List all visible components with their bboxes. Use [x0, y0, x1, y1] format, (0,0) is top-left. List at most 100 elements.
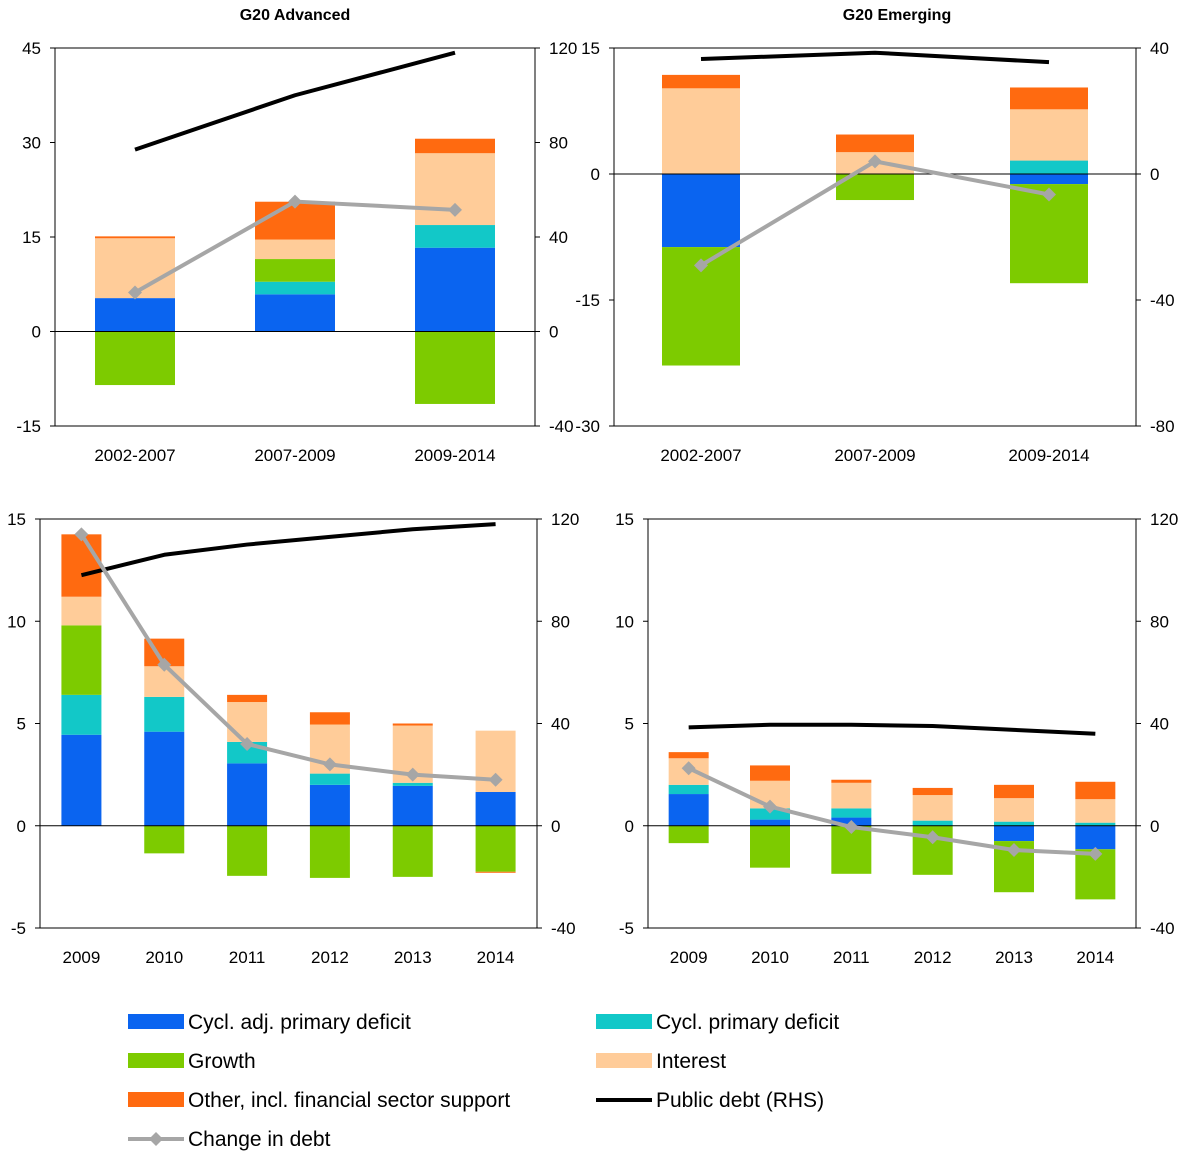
bar-segment-cycl_adj_primary_deficit	[668, 794, 709, 826]
bar-segment-growth	[95, 331, 175, 386]
x-tick-label: 2012	[914, 948, 952, 967]
legend-item-interest: Interest	[596, 1050, 726, 1073]
bar-segment-other	[668, 752, 709, 759]
bar-segment-cycl_primary_deficit	[255, 281, 335, 295]
legend-label: Public debt (RHS)	[656, 1089, 824, 1112]
chart-panel-4: -5 0 5 10 15 -40 0 40 80 120 2009 2010 2011 2012 2013 2…	[615, 510, 1178, 967]
bar-segment-interest	[227, 702, 268, 742]
bar-segment-interest	[994, 798, 1034, 822]
chart-panel-3: -5 0 5 10 15 -40 0 40 80 120 2009 2010 2011 2012 2013 2…	[7, 510, 579, 967]
bar-segment-other	[994, 784, 1034, 799]
change-in-debt-marker	[694, 258, 708, 273]
x-tick-label: 2012	[311, 948, 349, 967]
bar-segment-other	[309, 712, 350, 725]
bar-segment-cycl_adj_primary_deficit	[415, 247, 495, 332]
bar-segment-other	[1010, 87, 1088, 110]
bar-segment-cycl_primary_deficit	[1010, 160, 1088, 174]
change-in-debt-marker	[1042, 187, 1056, 202]
bar-segment-cycl_primary_deficit	[912, 820, 953, 826]
bar-segment-cycl_adj_primary_deficit	[1075, 825, 1116, 850]
bar-segment-cycl_primary_deficit	[415, 225, 495, 248]
line-public_debt	[700, 50, 1050, 65]
bar-segment-cycl_primary_deficit	[309, 773, 350, 785]
bar-segment-cycl_primary_deficit	[668, 784, 709, 795]
change-in-debt-marker	[488, 772, 503, 787]
x-tick-label: 2009	[63, 948, 101, 967]
y2-tick-label: 80	[549, 134, 568, 153]
change-in-debt-marker	[844, 820, 859, 835]
change-in-debt-marker	[240, 736, 255, 751]
change-in-debt-marker	[288, 194, 302, 209]
x-tick-label: 2009-2014	[414, 446, 495, 465]
bar-segment-cycl_primary_deficit	[61, 694, 102, 735]
bar-segment-growth	[415, 331, 495, 404]
x-tick-label: 2009	[670, 948, 708, 967]
legend-marker	[149, 1132, 163, 1146]
x-tick-label: 2014	[1076, 948, 1114, 967]
y-tick-label: 30	[22, 134, 41, 153]
bar-segment-interest	[255, 239, 335, 260]
bar-segment-interest	[831, 782, 872, 809]
legend-label: Change in debt	[188, 1128, 331, 1151]
chart-panel-2: G20 Emerging -30 -15 0 15 -80 -40 0 40 2002-2007 2…	[575, 7, 1174, 465]
plot-frame	[613, 47, 1137, 427]
x-tick-label: 2013	[394, 948, 432, 967]
y2-tick-label: 40	[549, 228, 568, 247]
change-in-debt-marker	[128, 285, 142, 300]
change-in-debt-marker	[1007, 843, 1021, 858]
y-tick-label: 0	[625, 817, 634, 836]
x-tick-label: 2002-2007	[94, 446, 175, 465]
y-tick-label: -5	[11, 919, 26, 938]
chart-title: G20 Advanced	[240, 7, 351, 24]
bar-segment-growth	[392, 825, 433, 877]
bar-segment-interest	[912, 795, 953, 821]
bar-segment-cycl_adj_primary_deficit	[309, 784, 350, 826]
bar-segment-other	[750, 765, 790, 781]
y2-tick-label: -40	[551, 919, 576, 938]
bar-segment-growth	[668, 825, 709, 844]
bar-segment-other	[1075, 781, 1116, 800]
bar-segment-cycl_adj_primary_deficit	[475, 792, 516, 826]
bar-segment-cycl_adj_primary_deficit	[750, 819, 790, 826]
bar-segment-growth	[255, 259, 335, 282]
y2-tick-label: 40	[1150, 39, 1169, 58]
change-in-debt-marker	[322, 757, 337, 772]
y-tick-label: 5	[17, 715, 26, 734]
legend-item-cycl_adj: Cycl. adj. primary deficit	[128, 1011, 411, 1034]
y-tick-label: -30	[575, 417, 600, 436]
legend-swatch	[596, 1053, 652, 1068]
bar-segment-other	[415, 138, 495, 154]
line-change_in_debt	[687, 766, 1096, 856]
x-tick-label: 2002-2007	[660, 446, 741, 465]
change-in-debt-marker	[763, 799, 777, 814]
y-tick-label: 0	[17, 817, 26, 836]
line-public_debt	[688, 722, 1096, 736]
change-in-debt-marker	[157, 657, 172, 672]
legend-label: Growth	[188, 1050, 256, 1073]
bar-segment-cycl_primary_deficit	[994, 821, 1034, 826]
y2-tick-label: 80	[551, 612, 570, 631]
legend-item-other: Other, incl. financial sector support	[128, 1089, 510, 1112]
bar-segment-cycl_primary_deficit	[831, 808, 872, 818]
bar-segment-cycl_adj_primary_deficit	[994, 825, 1034, 842]
y-tick-label: 5	[625, 715, 634, 734]
y2-tick-label: 0	[1150, 817, 1159, 836]
x-tick-label: 2010	[751, 948, 789, 967]
legend-swatch	[128, 1053, 184, 1068]
chart-panel-1: G20 Advanced -15 0 15 30 45 -40 0 40 80 120 2002-20…	[16, 7, 577, 465]
bar-segment-cycl_adj_primary_deficit	[227, 763, 268, 826]
bar-segment-cycl_adj_primary_deficit	[255, 294, 335, 332]
legend-swatch	[128, 1092, 184, 1107]
y-tick-label: 0	[32, 323, 41, 342]
y-tick-label: 15	[615, 510, 634, 529]
bar-segment-cycl_adj_primary_deficit	[392, 785, 433, 826]
chart-panels: G20 Advanced -15 0 15 30 45 -40 0 40 80 120 2002-20…	[7, 7, 1178, 967]
change-in-debt-marker	[405, 767, 420, 782]
bar-segment-interest	[1010, 109, 1088, 161]
y2-tick-label: -40	[549, 417, 574, 436]
bar-segment-other	[662, 74, 740, 89]
y-tick-label: -5	[619, 919, 634, 938]
bar-segment-cycl_adj_primary_deficit	[144, 731, 185, 826]
bar-segment-cycl_adj_primary_deficit	[1010, 174, 1088, 185]
